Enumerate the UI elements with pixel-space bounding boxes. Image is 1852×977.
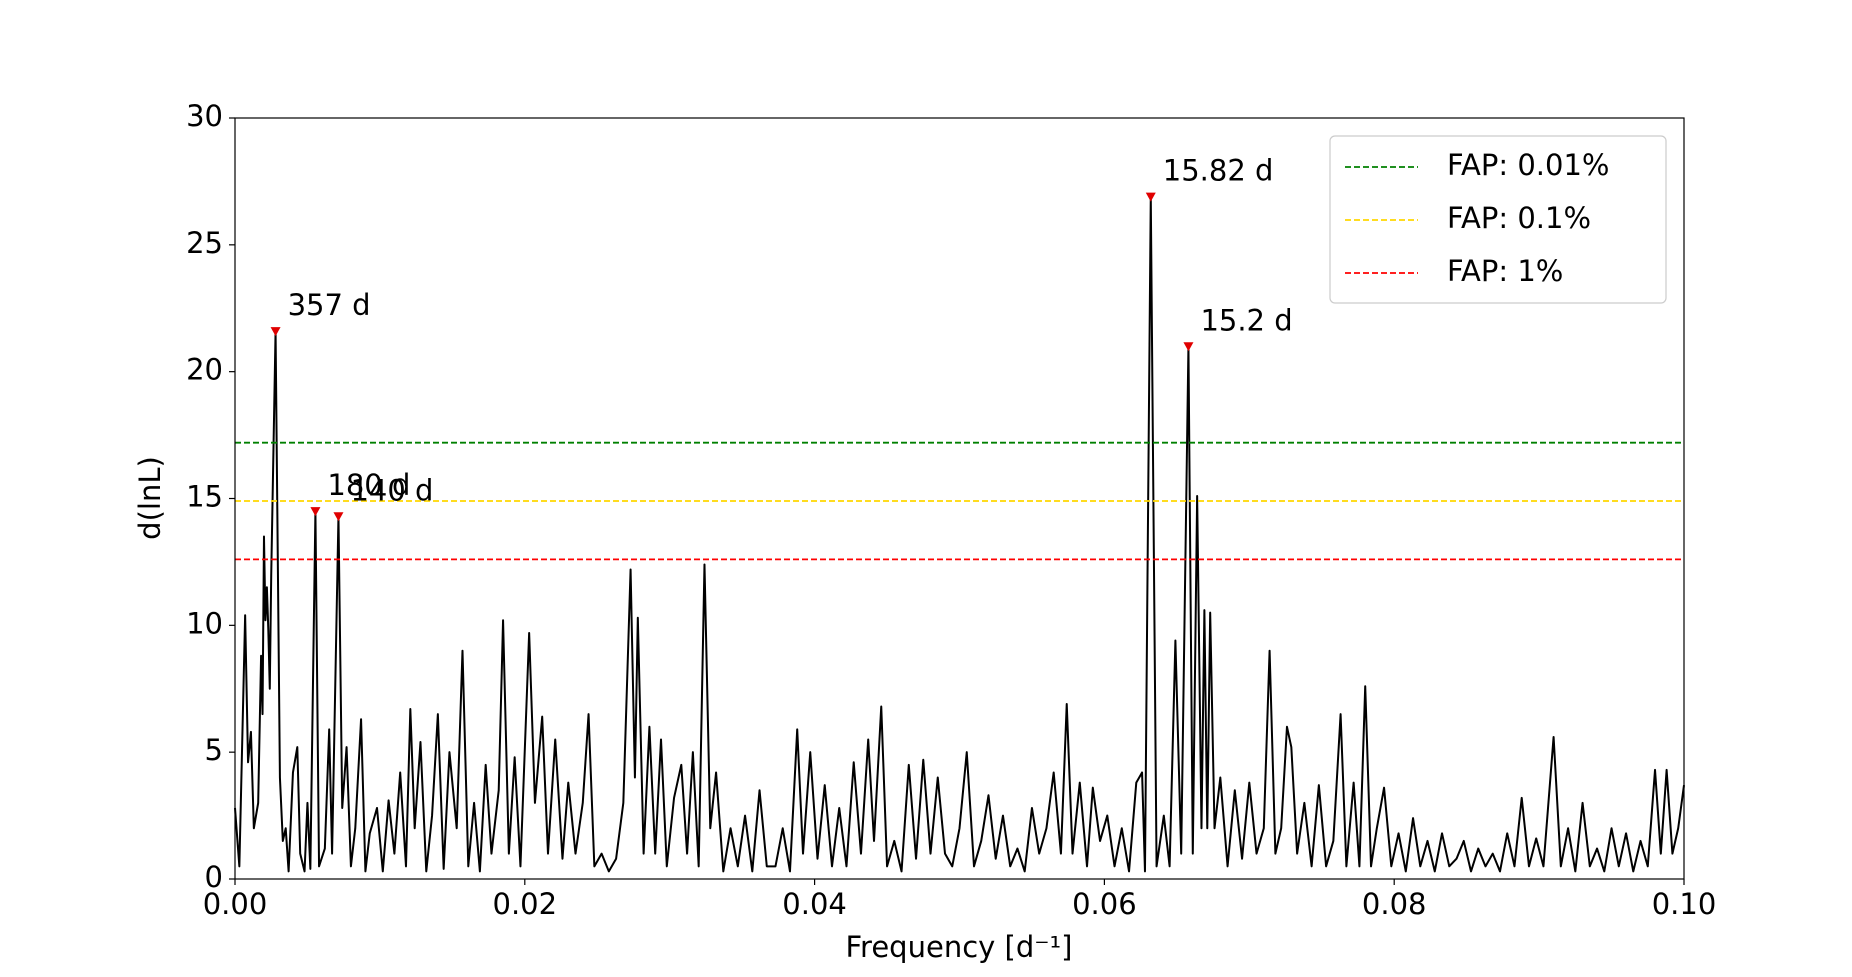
y-tick-label: 0 xyxy=(205,860,223,894)
x-tick-label: 0.08 xyxy=(1362,887,1427,921)
x-tick-label: 0.00 xyxy=(203,887,268,921)
y-tick-label: 15 xyxy=(186,480,223,514)
x-tick-label: 0.06 xyxy=(1072,887,1137,921)
legend-label: FAP: 0.1% xyxy=(1447,201,1591,235)
legend-label: FAP: 1% xyxy=(1447,254,1563,288)
peak-label: 357 d xyxy=(288,288,371,322)
y-tick-label: 10 xyxy=(186,606,223,640)
peak-label: 15.2 d xyxy=(1200,303,1292,337)
x-tick-label: 0.04 xyxy=(782,887,847,921)
legend-label: FAP: 0.01% xyxy=(1447,148,1609,182)
peak-marker xyxy=(1183,342,1194,352)
x-tick-label: 0.10 xyxy=(1652,887,1717,921)
y-tick-label: 25 xyxy=(186,226,223,260)
y-tick-label: 30 xyxy=(186,99,223,133)
peak-marker xyxy=(333,512,344,522)
peak-label: 140 d xyxy=(350,473,433,507)
peak-marker xyxy=(270,327,281,337)
legend-box xyxy=(1329,135,1667,304)
x-tick-label: 0.02 xyxy=(493,887,558,921)
peak-label: 180 d xyxy=(327,468,410,502)
peak-marker xyxy=(1145,192,1156,202)
plot-frame xyxy=(234,117,1685,880)
peak-marker xyxy=(310,507,321,517)
y-axis-label: d(lnL) xyxy=(133,456,167,540)
y-tick-label: 5 xyxy=(205,733,223,767)
y-tick-label: 20 xyxy=(186,353,223,387)
x-axis-label: Frequency [d⁻¹] xyxy=(845,930,1072,964)
peak-label: 15.82 d xyxy=(1163,154,1274,188)
periodogram-line xyxy=(234,195,1685,873)
